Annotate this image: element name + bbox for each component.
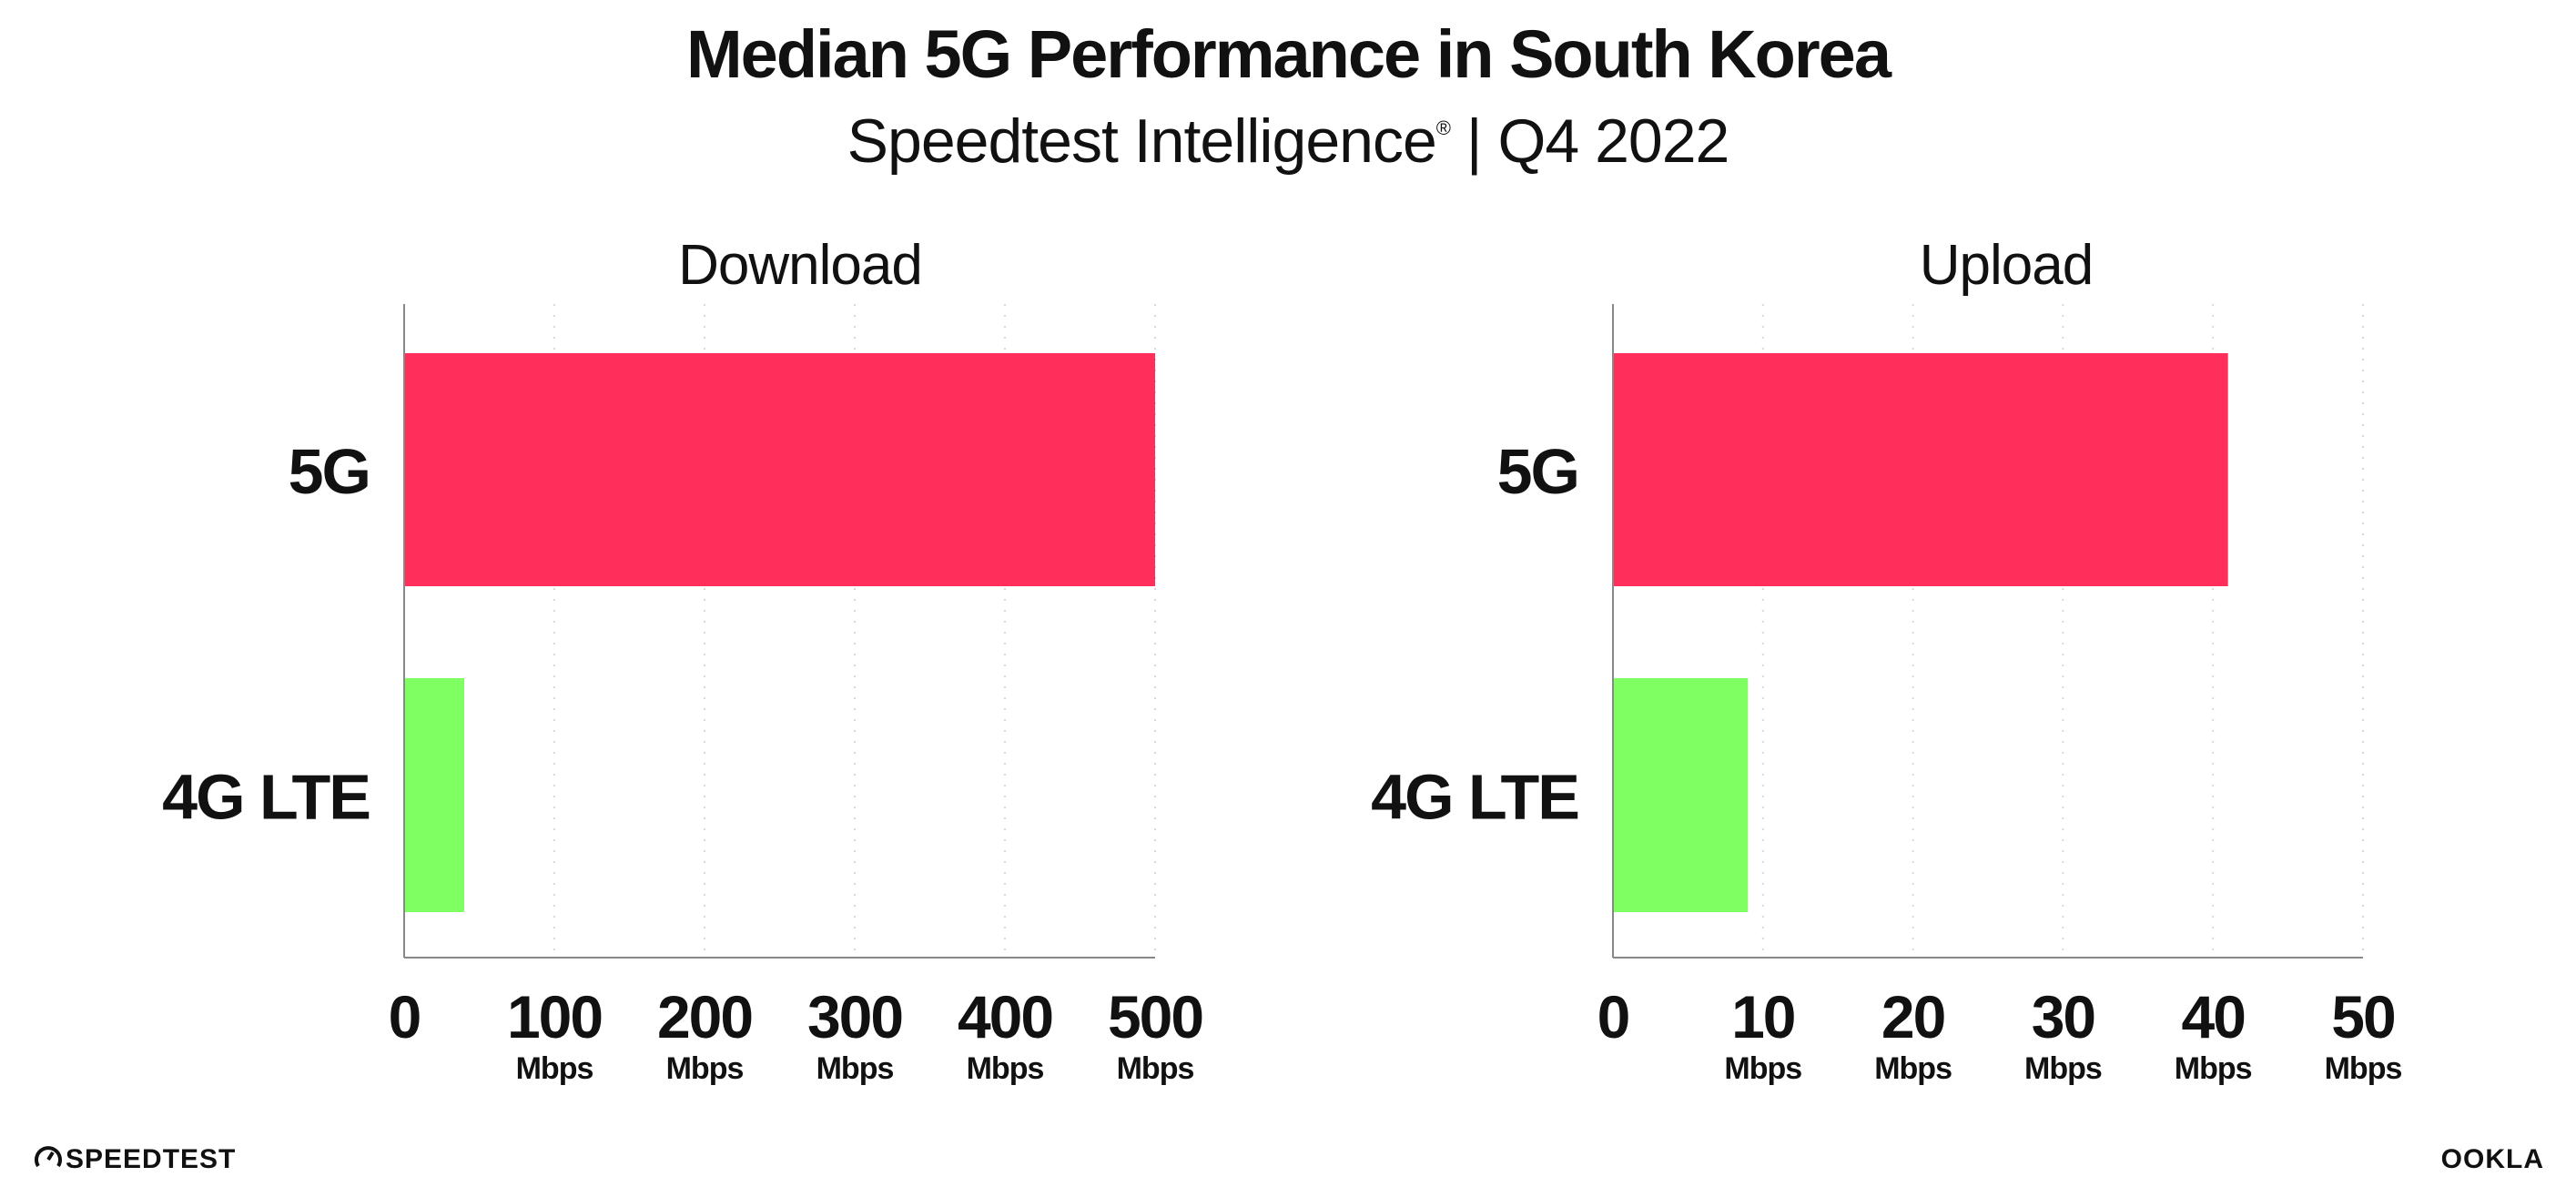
x-tick-label: 500 xyxy=(1108,983,1202,1050)
category-label: 5G xyxy=(1497,436,1578,507)
x-tick-unit: Mbps xyxy=(1724,1051,1801,1086)
x-tick-label: 30 xyxy=(2032,983,2094,1050)
x-tick-label: 400 xyxy=(958,983,1052,1050)
bar-4g-lte xyxy=(404,678,464,912)
speedtest-logo: SPEEDTEST xyxy=(35,1144,236,1174)
category-label: 5G xyxy=(289,436,370,507)
x-tick-unit: Mbps xyxy=(967,1051,1044,1086)
x-tick-unit: Mbps xyxy=(1874,1051,1952,1086)
bar-4g-lte xyxy=(1613,678,1749,912)
x-tick-unit: Mbps xyxy=(516,1051,593,1086)
speedtest-logo-text: SPEEDTEST xyxy=(66,1144,236,1174)
gauge-needle-icon xyxy=(46,1151,55,1161)
bar-5g xyxy=(404,353,1155,586)
x-tick-label: 100 xyxy=(507,983,602,1050)
x-tick-label: 0 xyxy=(389,983,421,1050)
gauge-icon xyxy=(35,1146,62,1168)
ookla-logo: OOKLA xyxy=(2441,1144,2544,1174)
x-tick-label: 0 xyxy=(1597,983,1629,1050)
x-tick-label: 20 xyxy=(1881,983,1944,1050)
x-tick-label: 200 xyxy=(657,983,752,1050)
registered-mark: ® xyxy=(1436,117,1451,139)
x-tick-unit: Mbps xyxy=(1117,1051,1194,1086)
x-tick-unit: Mbps xyxy=(2175,1051,2252,1086)
subtitle-period: | Q4 2022 xyxy=(1450,107,1729,176)
x-tick-unit: Mbps xyxy=(2325,1051,2402,1086)
x-tick-unit: Mbps xyxy=(816,1051,894,1086)
x-tick-unit: Mbps xyxy=(2024,1051,2102,1086)
panel-title: Download xyxy=(678,234,922,297)
x-tick-label: 40 xyxy=(2181,983,2244,1050)
panel-title: Upload xyxy=(1920,234,2093,297)
x-tick-unit: Mbps xyxy=(666,1051,744,1086)
chart-title: Median 5G Performance in South Korea xyxy=(686,16,1892,92)
chart-subtitle: Speedtest Intelligence® | Q4 2022 xyxy=(847,107,1729,176)
category-label: 4G LTE xyxy=(1371,762,1578,833)
x-tick-label: 300 xyxy=(807,983,902,1050)
bar-5g xyxy=(1613,353,2228,586)
category-label: 4G LTE xyxy=(162,762,370,833)
x-tick-label: 50 xyxy=(2331,983,2394,1050)
x-tick-label: 10 xyxy=(1731,983,1794,1050)
subtitle-brand: Speedtest Intelligence xyxy=(847,107,1436,176)
